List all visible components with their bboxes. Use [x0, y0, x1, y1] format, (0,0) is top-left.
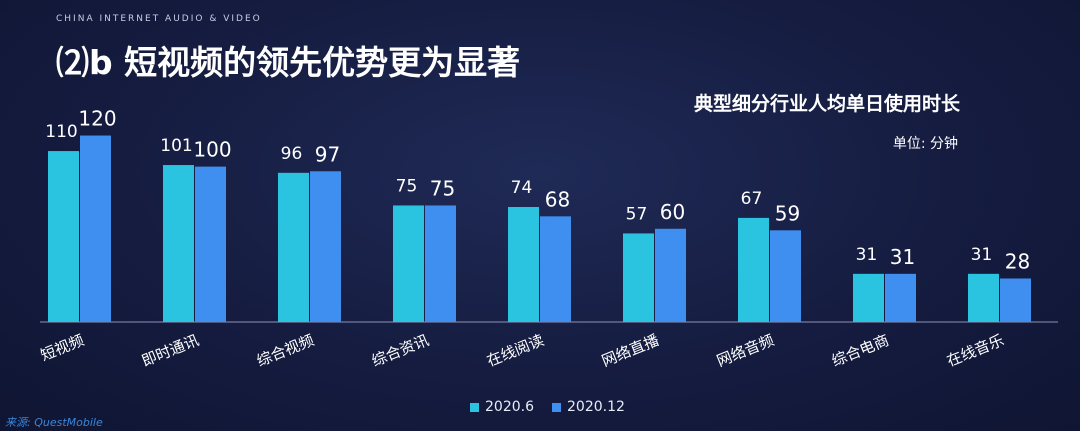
bar-0-0	[48, 151, 79, 322]
data-label-1-0: 101	[160, 136, 192, 156]
data-label-7-0: 31	[856, 245, 878, 265]
data-label-4-1: 68	[545, 187, 570, 211]
bar-5-0	[623, 233, 654, 322]
legend-label-2020-6: 2020.6	[485, 399, 534, 415]
data-label-2-0: 96	[281, 144, 303, 164]
legend-label-2020-12: 2020.12	[567, 399, 625, 415]
data-label-7-1: 31	[890, 245, 915, 269]
bar-2-0	[278, 172, 309, 322]
data-label-5-0: 57	[626, 204, 648, 224]
bar-6-1	[770, 230, 801, 322]
category-label-7: 综合电商	[829, 331, 891, 370]
category-label-3: 综合资讯	[369, 331, 431, 370]
unit-label: 单位: 分钟	[892, 136, 958, 152]
bar-3-1	[425, 205, 456, 322]
bar-4-1	[540, 216, 571, 322]
data-label-5-1: 60	[660, 200, 685, 224]
data-label-6-0: 67	[741, 189, 763, 209]
legend-item-2020-12: 2020.12	[552, 399, 625, 415]
bar-2-1	[310, 171, 341, 322]
bar-1-1	[195, 166, 226, 322]
brand-label: CHINA INTERNET AUDIO & VIDEO	[56, 14, 262, 24]
bar-3-0	[393, 205, 424, 322]
category-label-4: 在线阅读	[484, 331, 546, 370]
data-label-4-0: 74	[511, 178, 533, 198]
bar-7-1	[885, 273, 916, 322]
data-label-0-0: 110	[45, 122, 77, 142]
source-watermark: 来源: QuestMobile	[5, 416, 103, 429]
data-label-0-1: 120	[78, 107, 116, 131]
data-label-8-1: 28	[1005, 249, 1030, 273]
legend-item-2020-6: 2020.6	[470, 399, 534, 415]
data-label-2-1: 97	[315, 142, 340, 166]
bar-4-0	[508, 207, 539, 322]
category-label-6: 网络音频	[714, 331, 776, 370]
data-label-6-1: 59	[775, 201, 800, 225]
data-label-1-1: 100	[193, 138, 231, 162]
data-label-3-1: 75	[430, 176, 455, 200]
category-label-1: 即时通讯	[139, 331, 201, 370]
legend-swatch-2020-12	[552, 402, 561, 412]
data-label-8-0: 31	[971, 245, 993, 265]
category-label-0: 短视频	[38, 331, 86, 365]
category-label-5: 网络直播	[599, 331, 661, 370]
legend-swatch-2020-6	[470, 402, 479, 412]
bar-6-0	[738, 217, 769, 322]
data-label-3-0: 75	[396, 176, 418, 196]
bar-1-0	[163, 165, 194, 322]
page-title: ⑵b 短视频的领先优势更为显著	[56, 43, 521, 82]
bar-8-1	[1000, 278, 1031, 322]
category-label-8: 在线音乐	[944, 331, 1006, 370]
bar-8-0	[968, 273, 999, 322]
bar-0-1	[80, 135, 111, 322]
category-label-2: 综合视频	[254, 331, 316, 370]
bar-5-1	[655, 228, 686, 322]
chart-title: 典型细分行业人均单日使用时长	[693, 93, 960, 115]
bar-7-0	[853, 273, 884, 322]
legend: 2020.6 2020.12	[470, 399, 625, 415]
